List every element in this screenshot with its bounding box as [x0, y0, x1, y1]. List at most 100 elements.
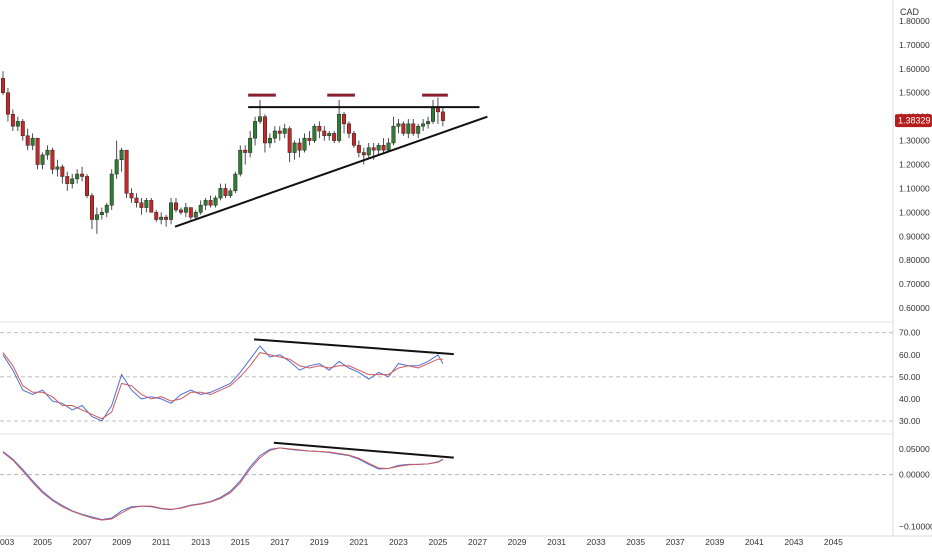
- candle-body: [99, 212, 104, 215]
- candle-body: [114, 159, 119, 175]
- candle-body: [426, 121, 431, 125]
- candle: [292, 140, 297, 160]
- candle: [94, 207, 99, 234]
- candle-body: [10, 114, 15, 127]
- candle-body: [25, 135, 30, 146]
- candle-body: [440, 111, 445, 121]
- macd-divergence-trendline: [273, 441, 454, 459]
- candle: [89, 193, 94, 230]
- candle: [243, 145, 248, 165]
- time-tick-label: 2005: [33, 537, 52, 547]
- candle-body: [208, 200, 213, 206]
- candle: [134, 193, 139, 208]
- candle: [85, 174, 90, 198]
- candle: [50, 147, 55, 175]
- candle-body: [282, 128, 287, 134]
- time-tick-label: 2019: [310, 537, 329, 547]
- candle: [332, 131, 337, 143]
- candle-body: [149, 200, 154, 213]
- candle-body: [124, 149, 129, 194]
- candle: [218, 183, 223, 201]
- candle-body: [35, 137, 40, 165]
- time-tick-label: 2011: [152, 537, 171, 547]
- candle-body: [223, 188, 228, 196]
- candle-body: [347, 123, 351, 134]
- candle: [188, 207, 193, 220]
- candle: [238, 145, 243, 177]
- candle: [119, 147, 124, 172]
- time-tick-label: 2035: [626, 537, 645, 547]
- candle-body: [262, 116, 267, 144]
- candle: [431, 99, 435, 124]
- candle: [169, 197, 174, 225]
- candle: [351, 131, 356, 148]
- time-tick-label: 2013: [191, 537, 210, 547]
- candle: [213, 195, 218, 208]
- time-tick-label: 2039: [705, 537, 724, 547]
- candle: [440, 107, 445, 127]
- candle-body: [94, 214, 99, 220]
- candle-body: [193, 212, 198, 218]
- time-tick-label: 2031: [547, 537, 566, 547]
- candle-body: [1, 78, 5, 93]
- candle: [10, 109, 15, 132]
- candle-body: [371, 147, 376, 151]
- candle-body: [391, 125, 396, 144]
- candle-body: [159, 216, 164, 220]
- candle-body: [20, 121, 25, 137]
- price-tick-label: 1.10000: [899, 183, 930, 193]
- candle-body: [322, 130, 327, 137]
- candle-body: [233, 173, 238, 192]
- candle: [1, 71, 5, 96]
- time-tick-label: 2009: [112, 537, 131, 547]
- time-tick-label: 2041: [745, 537, 764, 547]
- rsi-tick-label: 40.00: [899, 394, 921, 404]
- candle-body: [15, 121, 20, 127]
- candle-body: [386, 142, 391, 151]
- candle-body: [169, 202, 174, 220]
- candle-body: [55, 166, 60, 170]
- candle: [164, 214, 169, 227]
- candle: [35, 137, 40, 170]
- candle-body: [277, 130, 282, 134]
- price-tick-label: 0.60000: [899, 303, 930, 313]
- candle: [20, 119, 25, 141]
- candle-body: [228, 190, 233, 196]
- last-price-label: 1.38329: [895, 114, 932, 128]
- candle-body: [5, 92, 10, 115]
- candle: [391, 116, 396, 146]
- candle-body: [376, 145, 381, 151]
- candle: [272, 126, 277, 143]
- candle-body: [213, 197, 218, 206]
- time-tick-label: 2043: [784, 537, 803, 547]
- price-tick-label: 1.60000: [899, 64, 930, 74]
- price-tick-label: 1.50000: [899, 88, 930, 98]
- candle: [183, 202, 188, 218]
- candle: [25, 128, 30, 151]
- macd-tick-label: 0.00000: [899, 470, 930, 480]
- time-tick-label: 2037: [666, 537, 685, 547]
- price-tick-label: 0.70000: [899, 279, 930, 289]
- candle-body: [134, 197, 139, 204]
- candle: [381, 138, 386, 153]
- candle-body: [366, 147, 371, 156]
- candle-body: [297, 142, 302, 151]
- time-tick-label: 2045: [824, 537, 843, 547]
- candle: [287, 126, 292, 163]
- candle-body: [65, 176, 70, 184]
- candle: [99, 207, 104, 220]
- candle-body: [198, 204, 203, 213]
- candle-body: [129, 192, 134, 199]
- candle-body: [396, 123, 401, 127]
- time-tick-label: 2021: [349, 537, 368, 547]
- candle-body: [317, 125, 322, 132]
- candle: [75, 169, 80, 184]
- rsi-tick-label: 60.00: [899, 350, 921, 360]
- candle-body: [164, 216, 169, 220]
- currency-label: CAD: [900, 7, 920, 17]
- candle: [416, 123, 421, 139]
- candle-body: [183, 207, 188, 213]
- candle-body: [154, 212, 159, 220]
